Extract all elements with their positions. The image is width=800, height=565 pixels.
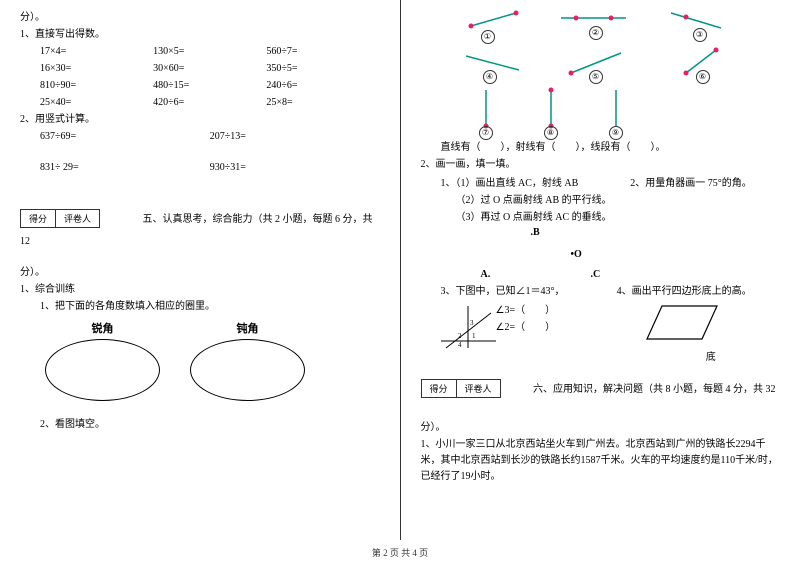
seg-label-3: ③ [693, 28, 707, 42]
q5-1: 1、综合训练 [20, 282, 380, 297]
svg-text:2: 2 [458, 332, 462, 340]
oval-shape [45, 339, 160, 401]
calc-cell: 240÷6= [266, 78, 379, 93]
score-box-r: 得分 评卷人 [421, 379, 501, 398]
score-label-r: 得分 [422, 380, 457, 397]
q2-1-2: （2）过 O 点画射线 AB 的平行线。 [421, 193, 631, 208]
vert-cell: 637÷69= [40, 129, 210, 144]
q2-title: 2、用竖式计算。 [20, 112, 380, 127]
pt-a: A. [481, 269, 491, 280]
segments-diagram: ① ② ③ ④ ⑤ ⑥ ⑦ ⑧ ⑨ [441, 8, 781, 138]
q6-1: 1、小川一家三口从北京西站坐火车到广州去。北京西站到广州的铁路长2294千米，其… [421, 437, 781, 485]
oval-label-acute: 锐角 [45, 320, 160, 336]
score-box: 得分 评卷人 [20, 209, 100, 228]
angle-figure: 1 2 3 4 [421, 301, 496, 352]
pt-c: .C [591, 269, 601, 280]
para-figure: 底 [642, 301, 780, 363]
vert-rows: 637÷69=207÷13= 831÷ 29=930÷31= [20, 129, 380, 175]
calc-cell: 16×30= [40, 61, 153, 76]
oval-obtuse: 钝角 [190, 320, 305, 401]
seg-label-4: ④ [483, 70, 497, 84]
q3-a3: ∠3=（ ） [496, 303, 556, 318]
ovals-container: 锐角 钝角 [45, 320, 380, 401]
q2-1-1: 1、（1）画出直线 AC，射线 AB [421, 176, 631, 191]
grader-label-r: 评卷人 [457, 380, 500, 397]
calc-cell: 130×5= [153, 44, 266, 59]
q2-right: 2、用量角器画一 75°的角。 [630, 176, 780, 191]
calc-cell: 17×4= [40, 44, 153, 59]
q5-2: 2、看图填空。 [20, 417, 380, 432]
points-diagram: .B •O A. .C [461, 227, 781, 282]
calc-cell: 480÷15= [153, 78, 266, 93]
calc-cell: 810÷90= [40, 78, 153, 93]
calc-cell: 25×40= [40, 95, 153, 110]
svg-text:1: 1 [472, 332, 476, 340]
calc-cell: 560÷7= [266, 44, 379, 59]
fen-end: 分）。 [20, 10, 380, 25]
seg-label-5: ⑤ [589, 70, 603, 84]
calc-cell: 420÷6= [153, 95, 266, 110]
seg-label-2: ② [589, 26, 603, 40]
seg-label-7: ⑦ [479, 126, 493, 140]
calc-cell: 350÷5= [266, 61, 379, 76]
oval-shape [190, 339, 305, 401]
calc-rows: 17×4=130×5=560÷7= 16×30=30×60=350÷5= 810÷9… [20, 44, 380, 110]
seg-label-1: ① [481, 30, 495, 44]
left-column: 分）。 1、直接写出得数。 17×4=130×5=560÷7= 16×30=30×… [0, 0, 401, 540]
q2-title-r: 2、画一画，填一填。 [421, 157, 781, 172]
vert-cell: 207÷13= [210, 129, 380, 144]
q3-title: 3、下图中，已知∠1＝43°， [421, 284, 617, 299]
svg-text:4: 4 [458, 341, 462, 349]
q5-1-1: 1、把下面的各角度数填入相应的圈里。 [20, 299, 380, 314]
vert-cell: 831÷ 29= [40, 160, 210, 175]
seg-text: 直线有（ ），射线有（ ），线段有（ ）。 [421, 140, 781, 155]
seg-label-6: ⑥ [696, 70, 710, 84]
score-label: 得分 [21, 210, 56, 227]
svg-text:3: 3 [470, 319, 474, 327]
calc-cell: 30×60= [153, 61, 266, 76]
grader-label: 评卷人 [56, 210, 99, 227]
right-column: ① ② ③ ④ ⑤ ⑥ ⑦ ⑧ ⑨ 直线有（ ），射线有（ ），线段有（ ）。 … [401, 0, 800, 540]
sec5-end: 分）。 [20, 265, 380, 280]
q1-title: 1、直接写出得数。 [20, 27, 380, 42]
sec6-end: 分）。 [421, 420, 781, 435]
vert-cell: 930÷31= [210, 160, 380, 175]
pt-b: .B [531, 227, 540, 238]
page-footer: 第 2 页 共 4 页 [0, 546, 800, 559]
q4-title: 4、画出平行四边形底上的高。 [617, 284, 780, 299]
seg-label-8: ⑧ [544, 126, 558, 140]
q3-a2: ∠2=（ ） [496, 320, 556, 335]
oval-acute: 锐角 [45, 320, 160, 401]
sec6-title: 六、应用知识，解决问题（共 8 小题，每题 4 分，共 32 [533, 384, 776, 395]
oval-label-obtuse: 钝角 [190, 320, 305, 336]
q2-1-3: （3）再过 O 点画射线 AC 的垂线。 [421, 210, 631, 225]
pt-o: •O [571, 249, 582, 260]
calc-cell: 25×8= [266, 95, 379, 110]
seg-label-9: ⑨ [609, 126, 623, 140]
